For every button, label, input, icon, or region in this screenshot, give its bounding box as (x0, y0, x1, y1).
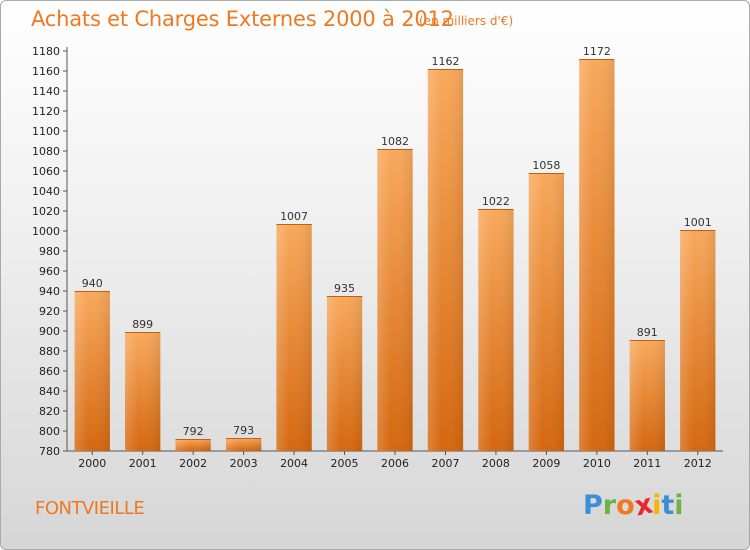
y-tick-label: 940 (39, 285, 60, 298)
x-tick-label: 2010 (583, 457, 611, 470)
y-tick-label: 1080 (32, 145, 60, 158)
bar-sheen (528, 173, 565, 451)
y-tick-label: 800 (39, 425, 60, 438)
y-tick-label: 780 (39, 445, 60, 458)
bar-sheen (427, 69, 464, 451)
y-tick-label: 820 (39, 405, 60, 418)
bar-value-label: 1058 (532, 159, 560, 172)
bar-sheen (225, 438, 262, 451)
chart-bars (74, 59, 716, 451)
x-tick-label: 2005 (331, 457, 359, 470)
bar-value-label: 899 (132, 318, 153, 331)
y-tick-label: 1020 (32, 205, 60, 218)
x-tick-label: 2002 (179, 457, 207, 470)
bar-sheen (680, 230, 716, 451)
bar-sheen (175, 439, 211, 451)
bar-value-label: 792 (183, 425, 204, 438)
x-tick-label: 2012 (684, 457, 712, 470)
x-tick-label: 2000 (78, 457, 106, 470)
bar-value-label: 1172 (583, 45, 611, 58)
proxiti-logo[interactable]: Proxiti (583, 489, 684, 523)
x-tick-label: 2009 (532, 457, 560, 470)
chart-value-labels: 940 899 792 793 1007 935 1082 1162 1022 1058 1172 8… (82, 45, 712, 438)
y-tick-label: 1160 (32, 65, 60, 78)
y-tick-label: 1060 (32, 165, 60, 178)
bar-value-label: 1007 (280, 210, 308, 223)
y-tick-label: 1120 (32, 105, 60, 118)
bar-sheen (276, 224, 312, 451)
logo-letter: P (583, 490, 603, 521)
y-tick-label: 960 (39, 265, 60, 278)
y-tick-label: 840 (39, 385, 60, 398)
x-tick-label: 2004 (280, 457, 308, 470)
y-tick-label: 1140 (32, 85, 60, 98)
bar-sheen (478, 209, 514, 451)
bar-value-label: 1022 (482, 195, 510, 208)
bar-value-label: 1082 (381, 135, 409, 148)
y-tick-label: 1100 (32, 125, 60, 138)
bar-value-label: 1162 (431, 55, 459, 68)
x-tick-label: 2008 (482, 457, 510, 470)
logo-letter: i (652, 490, 662, 521)
x-tick-label: 2001 (129, 457, 157, 470)
bar-sheen (629, 340, 665, 451)
chart-axes: 780 800 820 840 860 880 900 920 940 960 980 1000 102… (32, 45, 723, 470)
logo-letter: t (661, 490, 675, 521)
y-tick-label: 1180 (32, 45, 60, 58)
bar-sheen (377, 149, 413, 451)
y-tick-label: 1000 (32, 225, 60, 238)
y-tick-label: 880 (39, 345, 60, 358)
bar-sheen (125, 332, 161, 451)
y-tick-label: 1040 (32, 185, 60, 198)
bar-value-label: 793 (233, 424, 254, 437)
y-tick-label: 860 (39, 365, 60, 378)
x-tick-label: 2007 (431, 457, 459, 470)
logo-letter: i (674, 490, 684, 521)
commune-name: FONTVIEILLE (35, 498, 145, 519)
bar-sheen (579, 59, 615, 451)
x-tick-label: 2003 (230, 457, 258, 470)
bar-value-label: 935 (334, 282, 355, 295)
y-tick-label: 920 (39, 305, 60, 318)
y-tick-label: 980 (39, 245, 60, 258)
bar-sheen (74, 291, 110, 451)
chart-title: Achats et Charges Externes 2000 à 2012 (31, 7, 454, 31)
x-tick-label: 2006 (381, 457, 409, 470)
bar-sheen (326, 296, 363, 451)
chart-subtitle: (en milliers d'€) (419, 14, 514, 28)
bar-value-label: 891 (637, 326, 658, 339)
x-tick-label: 2011 (633, 457, 661, 470)
bar-value-label: 1001 (684, 216, 712, 229)
y-tick-label: 900 (39, 325, 60, 338)
logo-letter: r (602, 490, 617, 521)
bar-value-label: 940 (82, 277, 103, 290)
logo-letter: o (616, 490, 635, 521)
